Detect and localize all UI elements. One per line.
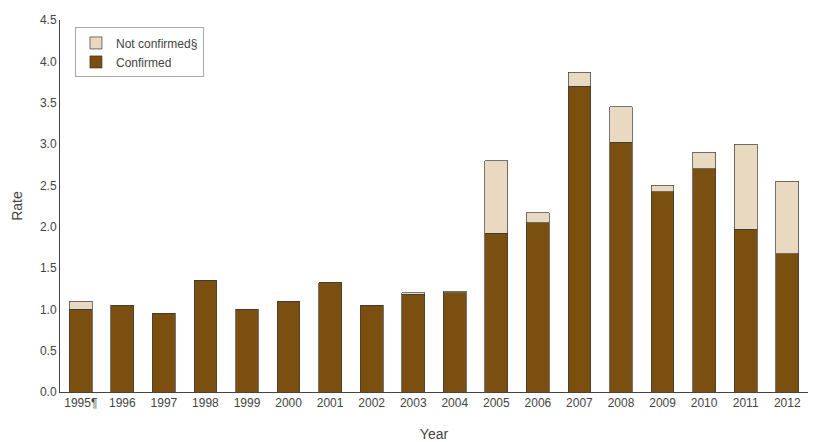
svg-text:2005: 2005 — [483, 396, 510, 410]
svg-text:2009: 2009 — [649, 396, 676, 410]
svg-text:2012: 2012 — [774, 396, 801, 410]
svg-text:0.0: 0.0 — [40, 385, 57, 399]
svg-text:2008: 2008 — [608, 396, 635, 410]
svg-text:1997: 1997 — [151, 396, 178, 410]
svg-text:2000: 2000 — [275, 396, 302, 410]
svg-text:Rate: Rate — [9, 191, 25, 221]
svg-text:2007: 2007 — [566, 396, 593, 410]
svg-text:1.0: 1.0 — [40, 303, 57, 317]
svg-text:1.5: 1.5 — [40, 261, 57, 275]
svg-text:1996: 1996 — [109, 396, 136, 410]
svg-text:2010: 2010 — [691, 396, 718, 410]
svg-text:3.5: 3.5 — [40, 96, 57, 110]
svg-text:1995¶: 1995¶ — [64, 396, 97, 410]
svg-text:0.5: 0.5 — [40, 344, 57, 358]
svg-text:2.5: 2.5 — [40, 179, 57, 193]
svg-text:Year: Year — [420, 426, 449, 442]
svg-text:2001: 2001 — [317, 396, 344, 410]
svg-text:2004: 2004 — [441, 396, 468, 410]
svg-text:Not confirmed§: Not confirmed§ — [116, 37, 197, 51]
svg-text:2.0: 2.0 — [40, 220, 57, 234]
svg-text:2011: 2011 — [733, 396, 759, 410]
svg-text:Confirmed: Confirmed — [116, 56, 171, 70]
svg-text:3.0: 3.0 — [40, 137, 57, 151]
svg-text:4.0: 4.0 — [40, 55, 57, 69]
svg-text:1999: 1999 — [234, 396, 261, 410]
svg-text:2003: 2003 — [400, 396, 427, 410]
svg-text:2006: 2006 — [525, 396, 552, 410]
svg-text:2002: 2002 — [358, 396, 385, 410]
svg-text:1998: 1998 — [192, 396, 219, 410]
svg-text:4.5: 4.5 — [40, 13, 57, 27]
